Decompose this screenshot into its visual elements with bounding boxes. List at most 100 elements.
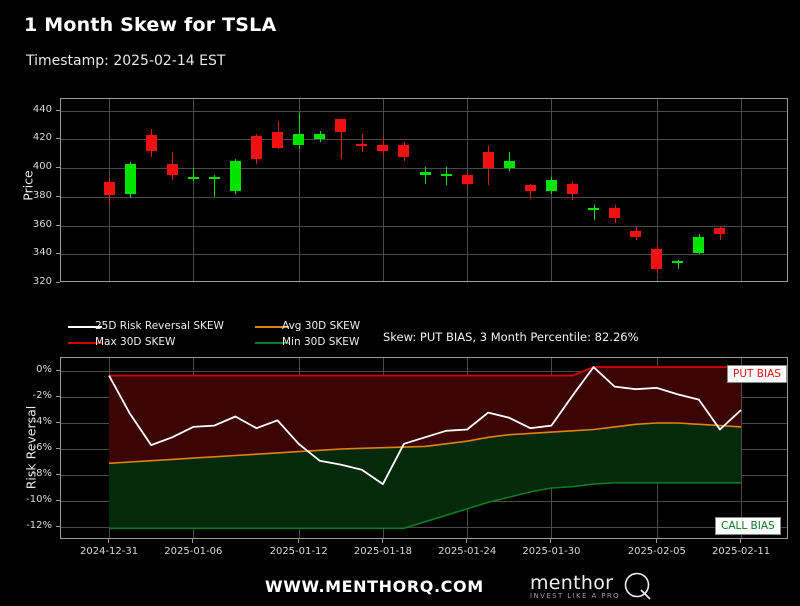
candle-wick bbox=[446, 166, 448, 186]
candle-body bbox=[229, 160, 241, 191]
candle-body bbox=[503, 160, 515, 168]
candle-body bbox=[187, 176, 199, 179]
candle-body bbox=[166, 163, 178, 176]
legend-swatch bbox=[68, 342, 102, 344]
price-gridline bbox=[61, 139, 787, 141]
risk-reversal-axis-tick bbox=[56, 474, 60, 475]
date-tick-label: 2025-01-30 bbox=[522, 546, 581, 557]
call-bias-tag: CALL BIAS bbox=[715, 517, 781, 535]
date-gridline bbox=[193, 99, 195, 281]
date-gridline bbox=[382, 99, 384, 281]
candle-wick bbox=[214, 175, 216, 197]
price-axis-tick bbox=[56, 167, 60, 168]
candle-body bbox=[356, 143, 368, 146]
candle-wick bbox=[298, 113, 300, 150]
avg-skew-line bbox=[108, 422, 742, 465]
candle-body bbox=[398, 145, 410, 157]
legend-label: 25D Risk Reversal SKEW bbox=[95, 320, 224, 332]
candle-body bbox=[145, 134, 157, 151]
legend-swatch bbox=[255, 326, 289, 328]
date-axis-tick bbox=[740, 539, 741, 543]
risk-reversal-plot bbox=[108, 366, 742, 530]
price-tick-label: 360 bbox=[32, 218, 52, 230]
price-axis-tick bbox=[56, 195, 60, 197]
date-axis-tick bbox=[466, 539, 468, 543]
date-tick-label: 2025-02-11 bbox=[712, 546, 771, 557]
risk-reversal-axis-tick bbox=[56, 448, 60, 449]
candle-body bbox=[124, 163, 136, 194]
page-title: 1 Month Skew for TSLA bbox=[24, 14, 277, 36]
price-axis-tick bbox=[56, 224, 60, 226]
brand-tagline: INVEST LIKE A PRO bbox=[530, 592, 621, 600]
legend-swatch bbox=[255, 342, 289, 344]
candle-wick bbox=[193, 168, 195, 181]
date-gridline bbox=[741, 358, 742, 538]
date-tick-label: 2025-02-05 bbox=[627, 546, 686, 557]
price-tick-label: 340 bbox=[32, 247, 52, 259]
price-gridline bbox=[61, 168, 787, 169]
call-bias-zone bbox=[109, 423, 741, 529]
risk-reversal-axis-tick bbox=[56, 422, 60, 423]
date-tick-label: 2025-01-24 bbox=[438, 546, 497, 557]
candle-body bbox=[419, 172, 431, 176]
candle-body bbox=[293, 133, 305, 145]
price-gridline bbox=[61, 254, 787, 256]
candle-body bbox=[714, 228, 726, 235]
candle-wick bbox=[361, 133, 363, 153]
candle-wick bbox=[677, 260, 679, 269]
candle-wick bbox=[530, 183, 532, 199]
brand-q-mark bbox=[624, 572, 651, 600]
risk-reversal-gridline bbox=[61, 527, 787, 528]
candle-body bbox=[440, 173, 452, 176]
candle-body bbox=[103, 182, 115, 196]
candle-body bbox=[482, 152, 494, 168]
risk-reversal-gridline bbox=[61, 371, 787, 372]
legend-label: Min 30D SKEW bbox=[282, 336, 360, 348]
candle-wick bbox=[340, 123, 342, 160]
risk-reversal-tick-label: -12% bbox=[26, 520, 52, 531]
risk-reversal-axis-tick bbox=[56, 396, 60, 397]
price-tick-label: 320 bbox=[32, 276, 52, 287]
risk-reversal-chart-panel bbox=[60, 357, 788, 539]
candle-body bbox=[588, 208, 600, 211]
risk-reversal-axis-tick bbox=[56, 526, 60, 527]
risk-reversal-tick-label: -8% bbox=[32, 468, 52, 479]
date-axis-tick bbox=[655, 539, 657, 543]
candle-body bbox=[335, 119, 347, 133]
legend-swatch bbox=[68, 326, 102, 328]
put-bias-zone bbox=[109, 367, 741, 464]
date-gridline bbox=[467, 99, 469, 281]
candle-body bbox=[693, 237, 705, 253]
date-axis-tick bbox=[108, 539, 109, 543]
price-tick-label: 440 bbox=[32, 103, 52, 115]
candle-body bbox=[272, 132, 284, 148]
max-skew-line bbox=[109, 366, 741, 377]
candle-body bbox=[461, 175, 473, 184]
risk-reversal-line bbox=[108, 366, 742, 485]
candle-body bbox=[566, 183, 578, 194]
brand-name: menthor bbox=[530, 572, 614, 594]
date-axis-tick bbox=[297, 539, 299, 543]
candle-wick bbox=[425, 166, 426, 184]
timestamp-label: Timestamp: 2025-02-14 EST bbox=[26, 53, 226, 69]
price-axis-tick bbox=[56, 282, 60, 283]
candle-wick bbox=[593, 205, 595, 220]
candle-body bbox=[377, 145, 389, 151]
date-tick-label: 2025-01-12 bbox=[269, 546, 328, 557]
candle-body bbox=[630, 231, 642, 237]
price-axis-tick bbox=[56, 109, 60, 111]
legend-label: Max 30D SKEW bbox=[95, 336, 176, 348]
date-axis-tick bbox=[192, 539, 194, 543]
candle-body bbox=[250, 136, 262, 160]
date-axis-tick bbox=[550, 539, 552, 543]
candle-body bbox=[651, 248, 663, 269]
date-tick-label: 2025-01-18 bbox=[353, 546, 412, 557]
price-gridline bbox=[61, 196, 787, 198]
date-axis-tick bbox=[381, 539, 383, 543]
price-gridline bbox=[61, 110, 787, 112]
put-bias-tag: PUT BIAS bbox=[727, 365, 787, 383]
risk-reversal-tick-label: -4% bbox=[32, 416, 52, 427]
date-tick-label: 2025-01-06 bbox=[164, 546, 223, 557]
candle-body bbox=[609, 208, 621, 219]
